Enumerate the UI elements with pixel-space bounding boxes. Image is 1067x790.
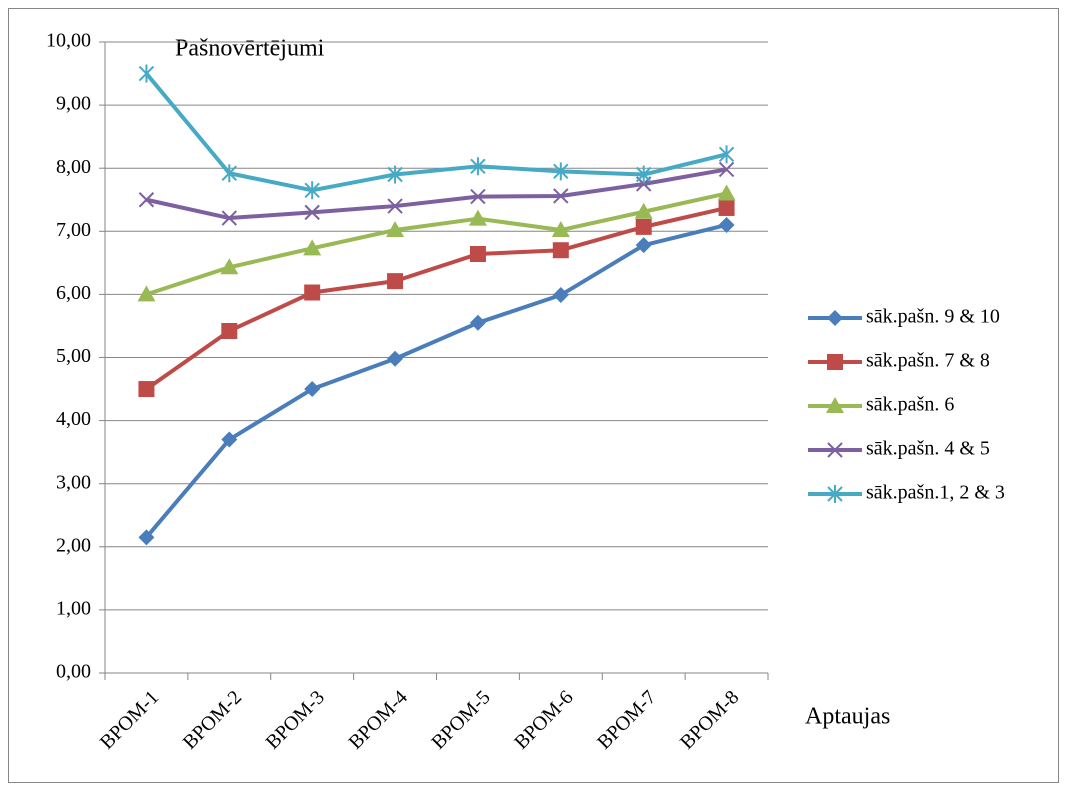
marker (634, 202, 653, 219)
marker (827, 310, 843, 326)
legend-label: sāk.pašn. 4 & 5 (866, 438, 990, 460)
marker (304, 204, 320, 221)
y-tick-label: 1,00 (56, 597, 91, 619)
marker (470, 157, 486, 176)
y-tick-label: 4,00 (56, 408, 91, 430)
marker (138, 381, 155, 398)
marker (304, 381, 321, 398)
y-tick-label: 9,00 (56, 93, 91, 115)
marker (551, 221, 570, 238)
chart-border (8, 8, 1059, 783)
y-tick-label: 5,00 (56, 345, 91, 367)
marker (826, 397, 844, 413)
marker (387, 198, 403, 214)
series-line (145, 191, 727, 297)
marker (553, 162, 569, 181)
marker (468, 209, 487, 226)
legend-label: sāk.pašn.1, 2 & 3 (866, 482, 1005, 504)
marker (221, 164, 238, 183)
marker (221, 431, 238, 448)
series-line (144, 72, 728, 193)
marker (553, 188, 569, 204)
marker (303, 239, 322, 256)
marker (137, 285, 156, 302)
marker (718, 199, 735, 216)
legend-label: sāk.pašn. 6 (866, 394, 954, 416)
series-line (145, 206, 728, 391)
y-tick-label: 6,00 (56, 282, 91, 304)
legend-label: sāk.pašn. 7 & 8 (866, 350, 990, 372)
marker (635, 218, 652, 235)
marker (304, 181, 320, 200)
marker (718, 145, 735, 164)
marker (138, 192, 155, 208)
marker (138, 64, 155, 83)
marker (552, 287, 569, 304)
marker (387, 350, 404, 367)
y-tick-label: 8,00 (56, 156, 91, 178)
y-tick-label: 10,00 (46, 30, 91, 52)
marker (469, 246, 486, 263)
y-tick-label: 3,00 (56, 471, 91, 493)
marker (304, 284, 321, 301)
marker (221, 210, 238, 226)
marker (138, 529, 155, 546)
marker (221, 322, 238, 339)
x-axis-label: Aptaujas (805, 704, 890, 730)
marker (717, 184, 736, 201)
marker (387, 165, 403, 184)
series-line (146, 167, 727, 221)
marker (552, 242, 569, 259)
legend-label: sāk.pašn. 9 & 10 (866, 306, 1000, 328)
marker (220, 258, 239, 275)
marker (718, 161, 735, 178)
marker (386, 221, 405, 238)
y-tick-label: 7,00 (56, 219, 91, 241)
marker (387, 273, 404, 290)
marker (827, 354, 843, 370)
marker (470, 188, 486, 205)
series-line (144, 223, 728, 539)
chart-title: Pašnovērtējumi (175, 36, 325, 62)
marker (635, 165, 652, 184)
marker (827, 442, 843, 458)
y-tick-label: 2,00 (56, 534, 91, 556)
marker (469, 314, 486, 331)
marker (718, 216, 735, 233)
y-tick-label: 0,00 (56, 661, 91, 683)
marker (635, 237, 652, 254)
marker (827, 485, 843, 503)
